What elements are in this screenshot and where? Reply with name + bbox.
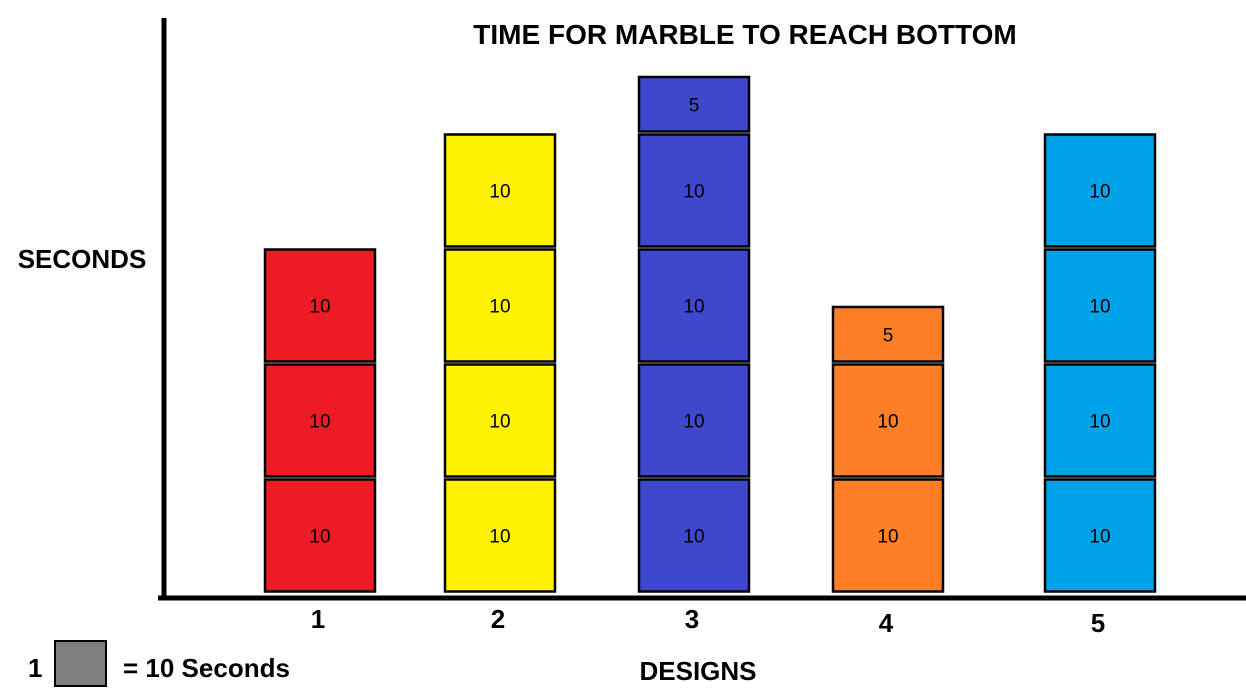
bar-3-segment-1-label: 10 [683, 527, 704, 548]
bar-5-segment-1 [1043, 478, 1157, 593]
bars-group: 10 10 10 10 10 10 10 10 10 10 10 5 10 10 5 10 10 10 10 [263, 75, 1157, 593]
bar-3-segment-5 [637, 75, 751, 133]
bar-3-segment-4 [637, 133, 751, 248]
bar-3-segment-3-label: 10 [683, 297, 704, 318]
bar-1-segment-1 [263, 478, 377, 593]
bar-3-segment-3 [637, 248, 751, 363]
legend-text: = 10 Seconds [123, 653, 290, 683]
bar-4-segment-1 [831, 478, 945, 593]
bar-2-segment-3 [443, 248, 557, 363]
bar-2-segment-2-label: 10 [489, 412, 510, 433]
bar-2-segment-3-label: 10 [489, 297, 510, 318]
bar-3-segment-4-label: 10 [683, 182, 704, 203]
y-axis-label: SECONDS [18, 244, 147, 274]
x-tick-label-3: 3 [685, 604, 699, 634]
bar-2-segment-1-label: 10 [489, 527, 510, 548]
bar-2-segment-1 [443, 478, 557, 593]
chart-title: TIME FOR MARBLE TO REACH BOTTOM [473, 19, 1016, 50]
bar-3-segment-5-label: 5 [689, 95, 700, 116]
x-tick-label-1: 1 [311, 604, 325, 634]
bar-2-segment-4 [443, 133, 557, 248]
bar-1-segment-2 [263, 363, 377, 478]
legend-count: 1 [28, 653, 42, 683]
bar-3-segment-2 [637, 363, 751, 478]
bar-5-segment-1-label: 10 [1089, 527, 1110, 548]
bar-5-segment-3 [1043, 248, 1157, 363]
x-axis-label: DESIGNS [639, 656, 756, 686]
bar-4-segment-3 [831, 305, 945, 363]
legend: 1 = 10 Seconds [28, 640, 290, 687]
x-tick-label-4: 4 [879, 608, 894, 638]
bar-4-segment-2-label: 10 [877, 412, 898, 433]
bar-5-segment-4 [1043, 133, 1157, 248]
bar-1-segment-3-label: 10 [309, 297, 330, 318]
bar-4-segment-3-label: 5 [883, 325, 894, 346]
bar-1-segment-1-label: 10 [309, 527, 330, 548]
bar-5-segment-2-label: 10 [1089, 412, 1110, 433]
bar-4-segment-2 [831, 363, 945, 478]
bar-5-segment-4-label: 10 [1089, 182, 1110, 203]
bar-4-segment-1-label: 10 [877, 527, 898, 548]
bar-1-segment-2-label: 10 [309, 412, 330, 433]
x-tick-labels: 1 2 3 4 5 [311, 604, 1105, 638]
bar-3-segment-2-label: 10 [683, 412, 704, 433]
legend-swatch [54, 640, 107, 687]
bar-5-segment-3-label: 10 [1089, 297, 1110, 318]
x-tick-label-5: 5 [1091, 608, 1105, 638]
bar-3-segment-1 [637, 478, 751, 593]
bar-5-segment-2 [1043, 363, 1157, 478]
x-tick-label-2: 2 [491, 604, 505, 634]
bar-2-segment-2 [443, 363, 557, 478]
bar-2-segment-4-label: 10 [489, 182, 510, 203]
bar-1-segment-3 [263, 248, 377, 363]
